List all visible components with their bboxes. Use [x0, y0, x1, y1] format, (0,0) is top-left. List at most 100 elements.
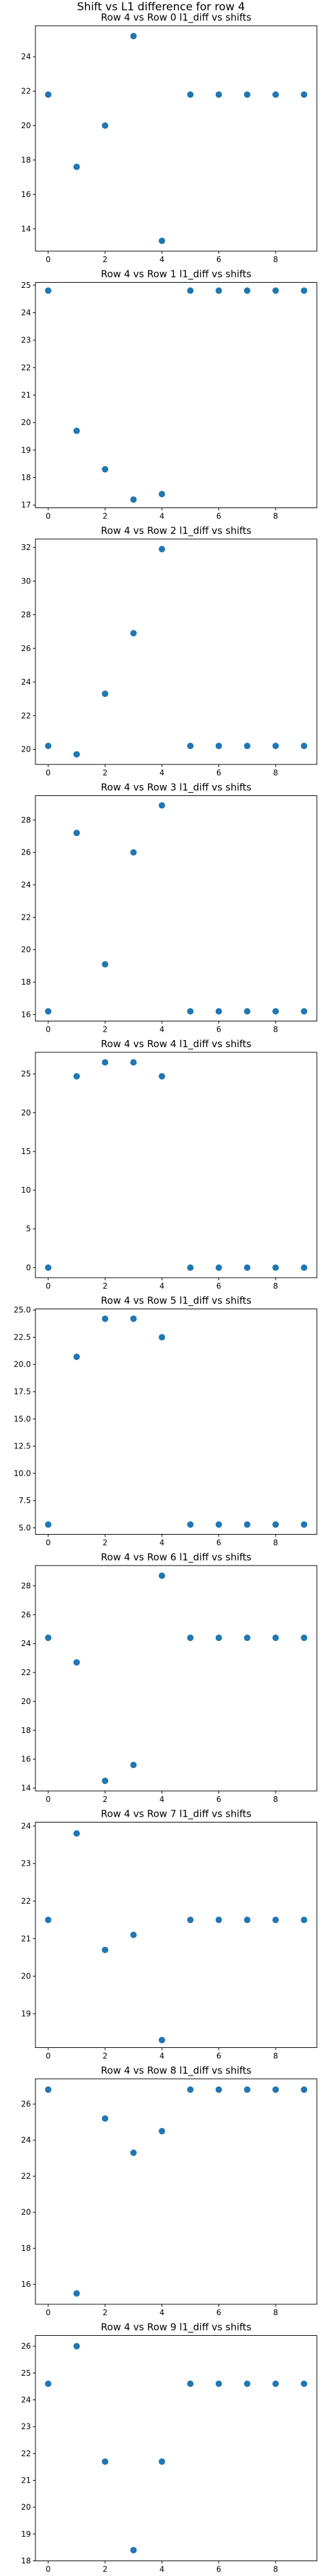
- x-tick-label: 4: [160, 2052, 165, 2061]
- panel-title: Row 4 vs Row 8 l1_diff vs shifts: [101, 2065, 252, 2077]
- data-point: [130, 1761, 137, 1768]
- data-point: [130, 849, 137, 856]
- y-tick-label: 15.0: [14, 1414, 31, 1423]
- x-tick-label: 0: [46, 255, 51, 264]
- y-tick-label: 10.0: [14, 1469, 31, 1478]
- scatter-panel-4: Row 4 vs Row 4 l1_diff vs shifts 0 2 4 6 8 0 5 1…: [21, 1038, 317, 1291]
- y-tick-label: 16: [21, 2280, 31, 2289]
- data-point: [130, 2546, 137, 2553]
- y-tick-label: 17: [21, 500, 31, 509]
- plot-frame: [35, 1052, 317, 1278]
- y-tick-label: 20: [21, 121, 31, 130]
- x-tick-label: 2: [102, 1539, 108, 1548]
- data-point: [130, 1315, 137, 1322]
- data-point: [243, 1634, 251, 1642]
- data-point: [130, 1931, 137, 1938]
- data-point: [243, 1008, 251, 1015]
- data-point: [73, 829, 80, 837]
- data-point: [272, 1917, 279, 1924]
- x-tick-label: 0: [46, 1539, 51, 1548]
- data-point: [158, 1334, 166, 1341]
- data-point: [187, 1521, 194, 1528]
- y-tick-label: 12.5: [14, 1442, 31, 1451]
- data-point: [272, 91, 279, 98]
- data-point: [73, 1073, 80, 1080]
- plot-frame: [35, 1565, 317, 1792]
- panel-title: Row 4 vs Row 2 l1_diff vs shifts: [101, 525, 252, 537]
- x-tick-label: 0: [46, 2052, 51, 2061]
- y-tick-label: 23: [21, 1859, 31, 1868]
- data-point: [102, 1315, 109, 1322]
- y-tick-label: 30: [21, 576, 31, 585]
- y-tick-label: 0: [26, 1263, 31, 1272]
- y-tick-label: 21: [21, 391, 31, 400]
- data-point: [73, 164, 80, 171]
- data-point: [243, 287, 251, 294]
- data-point: [73, 751, 80, 758]
- data-point: [102, 2115, 109, 2122]
- y-tick-label: 19: [21, 2009, 31, 2018]
- x-tick-label: 4: [160, 1795, 165, 1804]
- y-tick-label: 24: [21, 2136, 31, 2145]
- data-point: [44, 287, 52, 294]
- data-point: [102, 1946, 109, 1953]
- x-tick-label: 6: [216, 1795, 222, 1804]
- data-point: [272, 2380, 279, 2387]
- x-tick-label: 2: [102, 1282, 108, 1291]
- figure-title: Shift vs L1 difference for row 4: [77, 1, 245, 14]
- plot-frame: [35, 282, 317, 508]
- data-point: [272, 287, 279, 294]
- data-point: [301, 287, 308, 294]
- plot-frame: [35, 795, 317, 1021]
- data-point: [130, 496, 137, 503]
- data-point: [301, 1521, 308, 1528]
- data-point: [73, 427, 80, 434]
- data-point: [272, 743, 279, 750]
- y-tick-label: 22: [21, 363, 31, 372]
- x-tick-label: 2: [102, 2308, 108, 2317]
- x-tick-label: 8: [273, 512, 278, 521]
- data-point: [44, 1008, 52, 1015]
- x-tick-label: 4: [160, 1539, 165, 1548]
- data-point: [272, 2086, 279, 2093]
- data-point: [44, 91, 52, 98]
- data-point: [187, 2380, 194, 2387]
- y-tick-label: 28: [21, 815, 31, 824]
- y-tick-label: 7.5: [19, 1496, 31, 1505]
- data-point: [102, 2458, 109, 2465]
- y-tick-label: 32: [21, 543, 31, 552]
- y-tick-label: 20: [21, 2503, 31, 2512]
- data-point: [301, 2380, 308, 2387]
- y-tick-label: 18: [21, 473, 31, 482]
- data-point: [215, 287, 222, 294]
- y-tick-label: 25: [21, 2369, 31, 2378]
- data-point: [215, 1264, 222, 1271]
- x-tick-label: 6: [216, 512, 222, 521]
- x-tick-label: 2: [102, 512, 108, 521]
- data-point: [130, 33, 137, 40]
- data-point: [187, 1264, 194, 1271]
- data-point: [130, 2149, 137, 2156]
- y-tick-label: 20.0: [14, 1360, 31, 1369]
- data-point: [187, 91, 194, 98]
- y-tick-label: 26: [21, 1610, 31, 1619]
- data-point: [158, 2458, 166, 2465]
- x-tick-label: 6: [216, 1539, 222, 1548]
- data-point: [102, 690, 109, 697]
- x-tick-label: 8: [273, 768, 278, 777]
- panel-title: Row 4 vs Row 3 l1_diff vs shifts: [101, 782, 252, 794]
- data-point: [158, 545, 166, 553]
- y-tick-label: 18: [21, 978, 31, 987]
- x-tick-label: 6: [216, 2052, 222, 2061]
- scatter-panel-5: Row 4 vs Row 5 l1_diff vs shifts 0 2 4 6 8 5.0…: [14, 1295, 317, 1548]
- y-tick-label: 26: [21, 644, 31, 653]
- y-tick-label: 24: [21, 677, 31, 687]
- data-point: [44, 1634, 52, 1642]
- y-tick-label: 24: [21, 52, 31, 61]
- x-tick-label: 6: [216, 768, 222, 777]
- plot-frame: [35, 538, 317, 765]
- data-point: [130, 630, 137, 637]
- y-tick-label: 18: [21, 1726, 31, 1735]
